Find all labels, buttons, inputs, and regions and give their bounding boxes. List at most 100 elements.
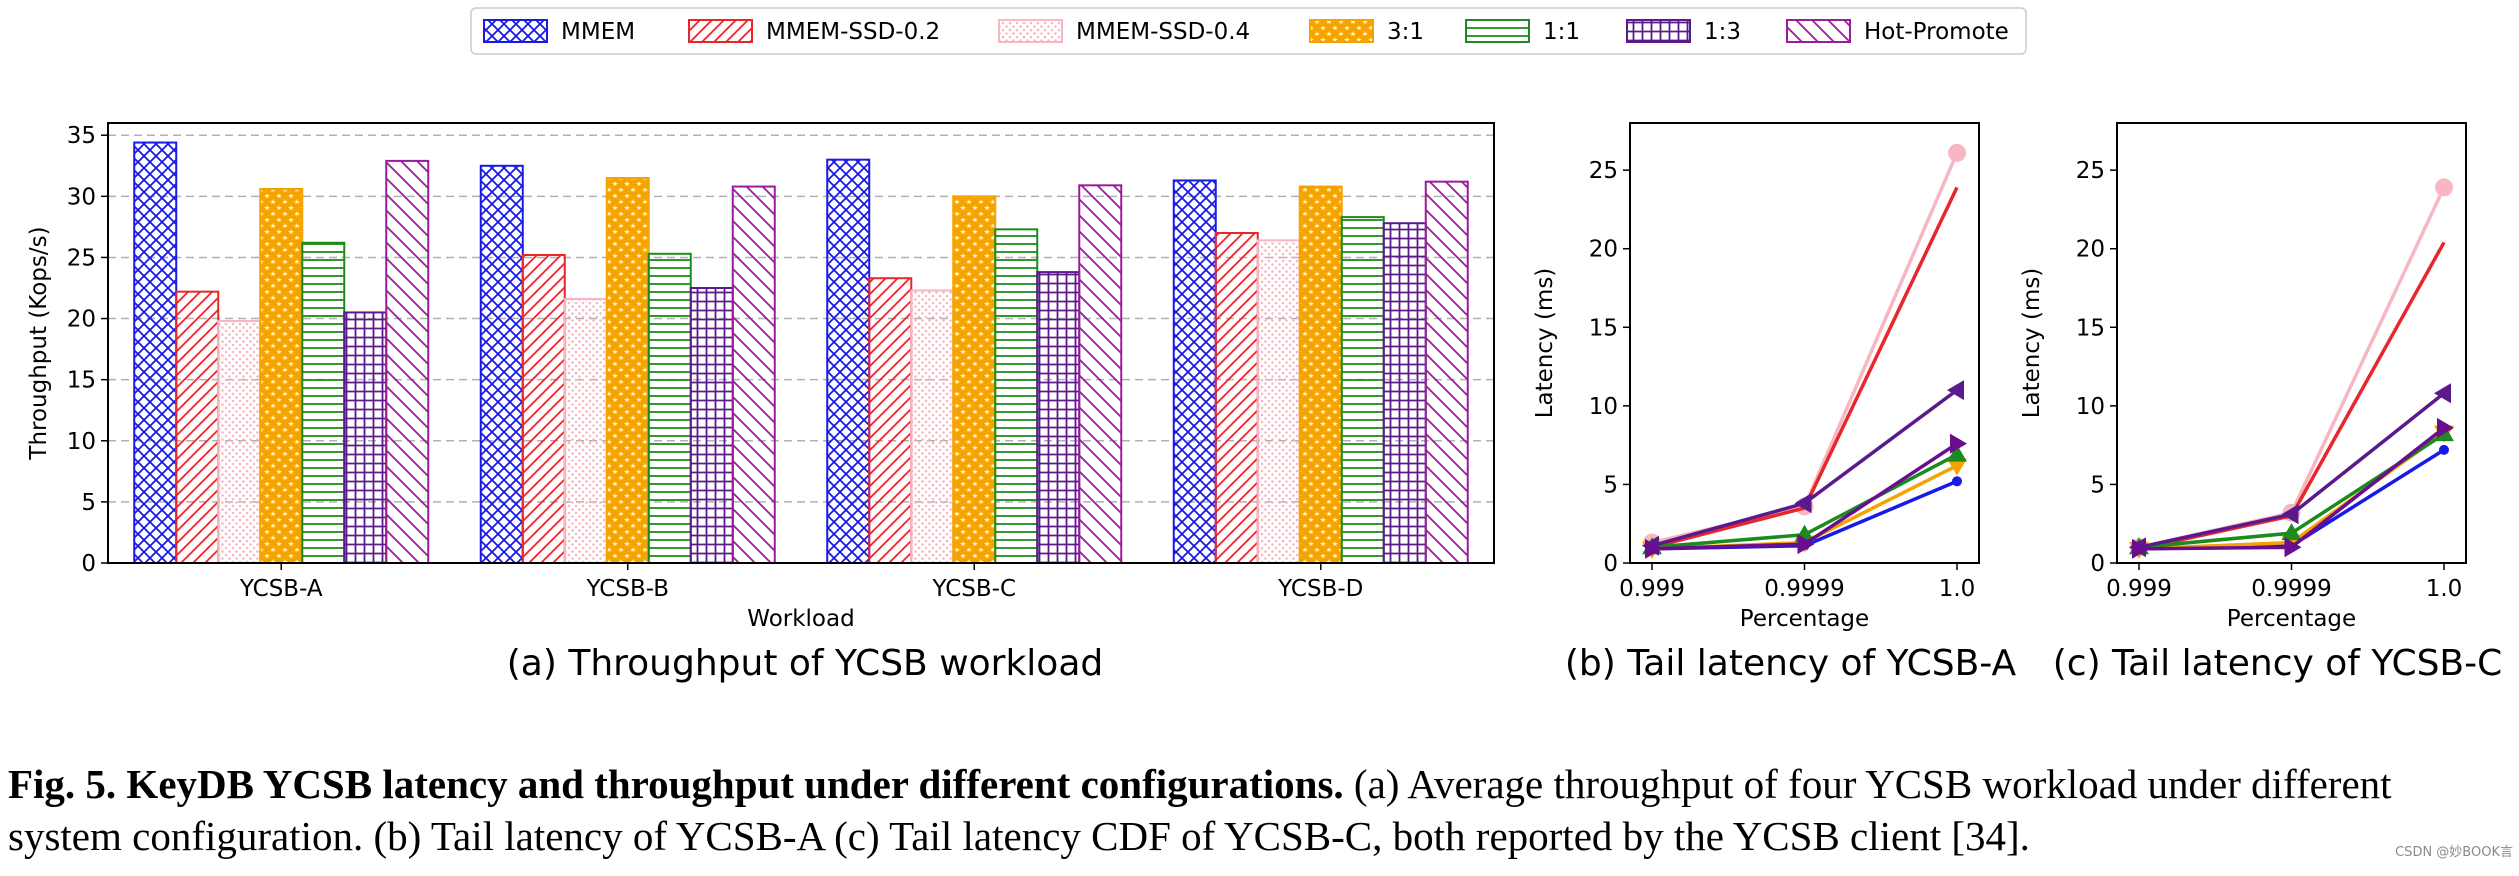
y-tick-label: 20 bbox=[67, 307, 96, 333]
y-tick-label: 15 bbox=[1589, 315, 1618, 341]
y-tick-label: 5 bbox=[1603, 472, 1618, 498]
series-line-mmem-ssd-0-4 bbox=[2138, 186, 2446, 549]
y-tick-label: 20 bbox=[1589, 237, 1618, 263]
bar-ycsb-b-mmem-ssd-0-2 bbox=[521, 254, 566, 564]
legend-item-mmem-ssd-0-2: MMEM-SSD-0.2 bbox=[688, 19, 940, 45]
x-tick-label: YCSB-B bbox=[586, 576, 670, 602]
x-tick-label: 0.999 bbox=[2106, 576, 2172, 602]
point-hot-promote-2 bbox=[1950, 433, 1967, 454]
legend-swatch bbox=[688, 19, 753, 43]
caption-bold: Fig. 5. KeyDB YCSB latency and throughpu… bbox=[8, 761, 1344, 807]
legend-item-1-3: 1:3 bbox=[1626, 19, 1741, 45]
bar-ycsb-c-1-3 bbox=[1036, 271, 1081, 564]
legend-swatch bbox=[1465, 19, 1530, 43]
x-axis-label: Percentage bbox=[2227, 606, 2356, 632]
point-1-3-2 bbox=[2434, 383, 2451, 404]
point-1-3-2 bbox=[1947, 380, 1964, 401]
x-axis-label: Workload bbox=[747, 606, 854, 632]
legend-swatch bbox=[483, 19, 548, 43]
bar-ycsb-c-hot-promote bbox=[1078, 184, 1123, 564]
legend-item-3-1: 3:1 bbox=[1309, 19, 1424, 45]
legend-label: 1:1 bbox=[1543, 19, 1580, 45]
x-tick-label: 0.9999 bbox=[2251, 576, 2331, 602]
figure-caption: Fig. 5. KeyDB YCSB latency and throughpu… bbox=[8, 758, 2508, 862]
bar-ycsb-d-1-3 bbox=[1382, 222, 1427, 564]
series-line-mmem-ssd-0-4 bbox=[1651, 152, 1959, 545]
y-axis-label: Latency (ms) bbox=[2019, 268, 2045, 419]
bar-ycsb-c-3-1 bbox=[952, 195, 997, 564]
point-1-3-1 bbox=[1794, 493, 1812, 514]
bar-ycsb-d-mmem-ssd-0-2 bbox=[1214, 232, 1259, 564]
bar-ycsb-d-mmem bbox=[1172, 179, 1217, 564]
y-tick-label: 5 bbox=[2090, 472, 2105, 498]
point-1-1-1 bbox=[2281, 523, 2302, 541]
y-tick-label: 0 bbox=[1603, 551, 1618, 577]
subplot-title: (c) Tail latency of YCSB-C bbox=[2053, 643, 2503, 684]
bar-ycsb-b-mmem-ssd-0-4 bbox=[563, 298, 608, 564]
point-1-3-1 bbox=[2281, 504, 2299, 525]
legend-swatch bbox=[1626, 19, 1691, 43]
x-tick-label: YCSB-A bbox=[239, 576, 323, 602]
x-axis-label: Percentage bbox=[1740, 606, 1869, 632]
y-tick-label: 35 bbox=[67, 123, 96, 149]
legend-item-mmem-ssd-0-4: MMEM-SSD-0.4 bbox=[998, 19, 1250, 45]
subplot-title: (a) Throughput of YCSB workload bbox=[507, 643, 1104, 684]
y-tick-label: 15 bbox=[67, 368, 96, 394]
tail-latency-ycsb-c-chart: 0 5 10 15 20 25 0.999 0.9999 1.0 Latency (ms) Perc… bbox=[2019, 122, 2503, 684]
y-tick-label: 10 bbox=[67, 429, 96, 455]
legend-label: MMEM-SSD-0.4 bbox=[1076, 19, 1250, 45]
bar-ycsb-d-3-1 bbox=[1298, 185, 1343, 565]
y-tick-label: 10 bbox=[2076, 394, 2105, 420]
legend-swatch bbox=[998, 19, 1063, 43]
point-hot-promote-0 bbox=[2132, 538, 2149, 559]
point-mmem-ssd-0-4-2 bbox=[2435, 178, 2453, 197]
bar-ycsb-c-mmem-ssd-0-4 bbox=[910, 289, 955, 564]
y-tick-label: 0 bbox=[81, 551, 96, 577]
y-tick-label: 0 bbox=[2090, 551, 2105, 577]
bar-ycsb-c-1-1 bbox=[994, 228, 1039, 564]
bar-ycsb-b-3-1 bbox=[605, 177, 650, 564]
point-mmem-ssd-0-4-2 bbox=[1948, 143, 1966, 162]
bar-ycsb-c-mmem-ssd-0-2 bbox=[868, 277, 913, 564]
bar-ycsb-a-mmem-ssd-0-4 bbox=[217, 320, 262, 564]
subplot-title: (b) Tail latency of YCSB-A bbox=[1565, 643, 2017, 684]
bar-ycsb-b-mmem bbox=[479, 164, 524, 564]
bar-ycsb-c-mmem bbox=[826, 158, 871, 565]
x-tick-label: YCSB-C bbox=[931, 576, 1016, 602]
legend-label: MMEM-SSD-0.2 bbox=[766, 19, 940, 45]
point-3-1-2 bbox=[1947, 458, 1967, 476]
y-tick-label: 25 bbox=[2076, 158, 2105, 184]
caption-text: (a) Average throughput of four YCSB work… bbox=[8, 761, 2392, 859]
legend-label: 3:1 bbox=[1387, 19, 1424, 45]
x-tick-label: 1.0 bbox=[2426, 576, 2463, 602]
y-tick-label: 5 bbox=[81, 490, 96, 516]
legend-label: MMEM bbox=[561, 19, 635, 45]
y-tick-label: 15 bbox=[2076, 315, 2105, 341]
x-tick-label: 1.0 bbox=[1939, 576, 1976, 602]
point-hot-promote-1 bbox=[1797, 534, 1815, 555]
bar-ycsb-b-hot-promote bbox=[731, 185, 776, 565]
legend-swatch bbox=[1786, 19, 1851, 43]
legend-label: 1:3 bbox=[1704, 19, 1741, 45]
y-tick-label: 20 bbox=[2076, 237, 2105, 263]
plot-frame bbox=[1629, 122, 1980, 564]
point-hot-promote-2 bbox=[2437, 417, 2454, 438]
legend-label: Hot-Promote bbox=[1864, 19, 2009, 45]
y-tick-label: 25 bbox=[67, 245, 96, 271]
watermark: CSDN @妙BOOK言 bbox=[2395, 845, 2513, 860]
y-tick-label: 25 bbox=[1589, 158, 1618, 184]
legend-item-1-1: 1:1 bbox=[1465, 19, 1580, 45]
bar-ycsb-d-mmem-ssd-0-4 bbox=[1256, 239, 1301, 564]
throughput-bar-chart: YCSB-A YCSB-B YCSB-C YCSB-D 0 5 10 15 20 25 30 35 Th… bbox=[26, 122, 1495, 684]
bar-ycsb-d-1-1 bbox=[1340, 216, 1385, 564]
x-tick-label: YCSB-D bbox=[1277, 576, 1363, 602]
bar-ycsb-a-1-3 bbox=[343, 311, 388, 565]
y-axis-label: Throughput (Kops/s) bbox=[26, 226, 52, 460]
y-tick-label: 10 bbox=[1589, 394, 1618, 420]
bar-ycsb-b-1-3 bbox=[689, 287, 734, 564]
series-line-mmem-ssd-0-2 bbox=[1651, 186, 1959, 549]
point-hot-promote-1 bbox=[2284, 537, 2302, 558]
series-line-1-3 bbox=[1651, 388, 1959, 548]
bar-ycsb-d-hot-promote bbox=[1424, 180, 1469, 565]
